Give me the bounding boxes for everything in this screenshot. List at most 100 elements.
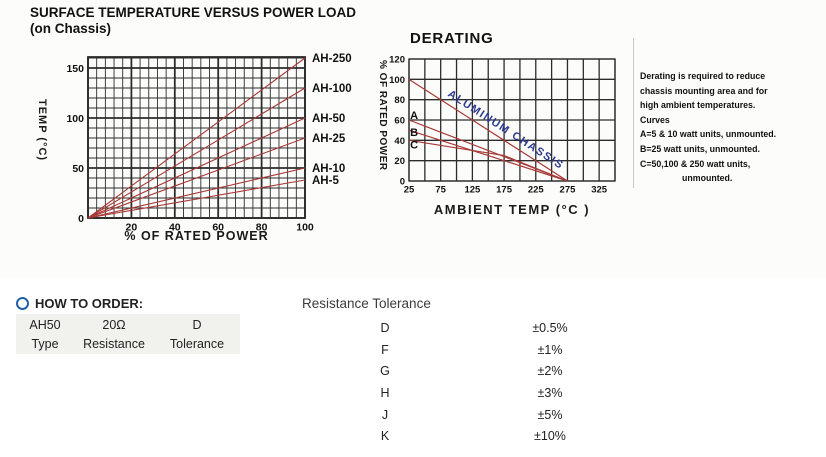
svg-text:40: 40 — [394, 136, 405, 147]
svg-text:100: 100 — [66, 113, 84, 125]
derating-series-C — [408, 139, 568, 182]
tolerance-value: ±10% — [534, 429, 566, 444]
svg-text:60: 60 — [212, 222, 224, 234]
surface-chart-xlabel: % OF RATED POWER — [124, 229, 269, 243]
surface-temp-series-AH-100 — [87, 87, 306, 219]
order-tolerance-value: D — [192, 317, 202, 332]
tolerance-code: G — [380, 364, 390, 379]
surface-temp-chart: 20 40 60 80 100050100150AH-250AH-100AH-50AH-… — [66, 53, 352, 234]
tolerance-code: F — [381, 342, 389, 357]
surface-temp-series-AH-250 — [87, 57, 306, 219]
surface-temp-tick-labels: 20 40 60 80 100 0 50 100 150 — [66, 63, 313, 234]
derating-series-lines — [408, 78, 568, 182]
svg-text:AH-250: AH-250 — [312, 53, 352, 65]
order-resistance-label: Resistance — [83, 336, 145, 351]
svg-text:60: 60 — [394, 115, 405, 126]
order-type-label: Type — [31, 336, 59, 351]
derating-chart-xlabel: AMBIENT TEMP (°C ) — [433, 202, 591, 217]
tolerance-row: J ±5% — [300, 404, 630, 426]
derating-series-ALUMINUM CHASSIS — [408, 78, 568, 182]
tolerance-code: K — [380, 429, 390, 444]
svg-text:B: B — [410, 127, 418, 139]
surface-temp-series-AH-10 — [87, 167, 306, 219]
svg-text:20: 20 — [126, 222, 138, 234]
svg-text:25: 25 — [404, 185, 415, 196]
svg-text:100: 100 — [389, 75, 405, 86]
surface-temp-series-AH-5 — [87, 179, 306, 219]
note-line: chassis mounting area and for — [640, 85, 768, 96]
svg-text:225: 225 — [528, 185, 545, 196]
svg-text:75: 75 — [435, 185, 446, 196]
tolerance-value: ±5% — [537, 407, 563, 422]
tolerance-value: ±0.5% — [532, 320, 568, 335]
svg-text:A: A — [410, 110, 418, 122]
tolerance-row: D ±0.5% — [300, 317, 630, 339]
note-line: A=5 & 10 watt units, unmounted. — [640, 129, 777, 140]
note-line: Curves — [640, 114, 670, 125]
surface-chart-title-line1: SURFACE TEMPERATURE VERSUS POWER LOAD — [30, 5, 357, 20]
derating-annotations: ABC — [410, 110, 418, 151]
resistance-tolerance-table: D ±0.5% F ±1% G ±2% H ±3% J ±5% K ±10% — [300, 317, 630, 447]
svg-text:150: 150 — [66, 63, 84, 75]
derating-chart-title: DERATING — [410, 30, 494, 47]
note-line: unmounted. — [682, 173, 733, 184]
surface-temp-series-AH-25 — [87, 137, 306, 219]
svg-text:0: 0 — [400, 176, 405, 187]
tolerance-code: D — [380, 320, 390, 335]
svg-text:125: 125 — [464, 185, 481, 196]
svg-text:50: 50 — [72, 163, 84, 175]
tolerance-value: ±2% — [537, 364, 563, 379]
svg-text:0: 0 — [78, 213, 84, 225]
derating-chart: 25 75 125 175 225 275 325 0 20 40 60 80 100 120 ABC — [389, 54, 616, 196]
svg-text:C: C — [410, 139, 418, 151]
derating-grid — [408, 58, 616, 182]
derating-tick-labels: 25 75 125 175 225 275 325 0 20 40 60 80 100 120 — [389, 54, 608, 195]
order-example-table: AH50 20Ω D Type Resistance Tolerance — [16, 314, 240, 354]
tolerance-code: H — [380, 385, 390, 400]
note-line: Derating is required to reduce — [640, 71, 766, 81]
svg-text:AH-5: AH-5 — [312, 175, 339, 187]
svg-text:20: 20 — [394, 156, 405, 167]
derating-notes: Derating is required to reduce chassis m… — [640, 69, 826, 186]
note-line: B=25 watt units, unmounted. — [640, 143, 760, 154]
tolerance-row: K ±10% — [300, 425, 630, 447]
resistance-tolerance-heading: Resistance Tolerance — [302, 296, 431, 311]
notes-divider — [633, 38, 634, 188]
surface-chart-ylabel: TEMP (°C) — [36, 99, 48, 162]
order-resistance-value: 20Ω — [102, 317, 126, 332]
svg-text:100: 100 — [296, 222, 314, 234]
derating-series-B — [408, 129, 568, 182]
how-to-order-header: HOW TO ORDER: — [16, 296, 143, 311]
tolerance-code: J — [381, 407, 389, 422]
surface-temp-series-lines — [87, 57, 306, 219]
tolerance-row: G ±2% — [300, 360, 630, 382]
svg-text:275: 275 — [560, 185, 577, 196]
svg-text:80: 80 — [394, 95, 405, 106]
tolerance-value: ±1% — [537, 342, 563, 357]
svg-text:AH-50: AH-50 — [312, 113, 345, 125]
svg-text:120: 120 — [389, 54, 405, 65]
svg-text:40: 40 — [169, 222, 181, 234]
charts-panel: SURFACE TEMPERATURE VERSUS POWER LOAD (o… — [30, 5, 826, 243]
how-to-order-heading: HOW TO ORDER: — [35, 296, 144, 311]
svg-text:175: 175 — [496, 185, 513, 196]
order-tolerance-label: Tolerance — [169, 336, 225, 351]
surface-chart-title: SURFACE TEMPERATURE VERSUS POWER LOAD (o… — [30, 5, 356, 37]
tolerance-row: F ±1% — [300, 339, 630, 361]
svg-text:AH-100: AH-100 — [312, 83, 352, 95]
svg-text:AH-10: AH-10 — [312, 163, 345, 175]
derating-chart-ylabel: % OF RATED POWER — [377, 60, 388, 171]
order-type-value: AH50 — [29, 317, 61, 332]
surface-temp-grid — [87, 56, 306, 219]
tolerance-value: ±3% — [537, 385, 563, 400]
svg-text:80: 80 — [256, 222, 268, 234]
surface-temp-series-AH-50 — [87, 117, 306, 219]
note-line: C=50,100 & 250 watt units, — [640, 158, 751, 169]
svg-text:AH-25: AH-25 — [312, 133, 346, 145]
surface-chart-title-line2: (on Chassis) — [30, 21, 112, 36]
tolerance-row: H ±3% — [300, 382, 630, 404]
svg-text:325: 325 — [591, 185, 608, 196]
bullet-ring-icon — [16, 297, 29, 310]
